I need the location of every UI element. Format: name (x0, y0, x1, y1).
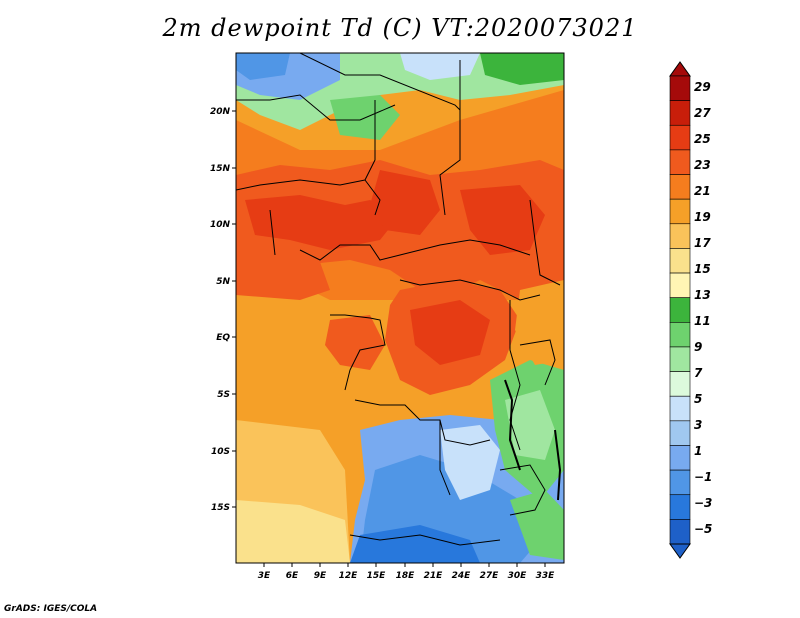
lon-label-18e: 18E (396, 571, 416, 581)
lon-label-27e: 27E (480, 571, 500, 581)
border-angola-north (354, 399, 491, 446)
field-band-25-west (245, 195, 400, 250)
border-nigeria-niger (236, 179, 366, 191)
colorbar-box (669, 100, 691, 126)
colorbar-box (669, 395, 691, 422)
colorbar-box (669, 174, 691, 200)
lat-label-10n: 10N (210, 220, 231, 230)
colorbar-box (669, 297, 691, 323)
field-band-25-congo (410, 300, 490, 365)
grads-credit: GrADS: IGES/COLA (4, 604, 98, 614)
field-band-25-sudan (460, 185, 545, 255)
lon-label-9e: 9E (314, 571, 327, 581)
colorbar-box (669, 149, 691, 175)
colorbar-box (669, 223, 691, 249)
field-band-5-south (440, 425, 500, 500)
colorbar-label-13: 13 (694, 288, 711, 302)
border-niger-north (236, 94, 396, 121)
colorbar-box (669, 445, 691, 471)
border-car-drc (399, 279, 541, 301)
colorbar-box (669, 371, 691, 397)
lon-label-24e: 24E (452, 571, 472, 581)
colorbar-box (669, 198, 691, 225)
colorbar-label-1: 1 (694, 444, 702, 458)
field-band-minus1-sahara (236, 53, 290, 80)
colorbar-label-17: 17 (694, 236, 711, 250)
colorbar-label-29: 29 (694, 80, 711, 94)
border-car-north (299, 239, 531, 261)
colorbar-label-7: 7 (694, 366, 703, 380)
field-band-23-guinea (236, 258, 330, 300)
colorbar-boxes (669, 75, 691, 545)
colorbar-box (669, 420, 691, 446)
field-band-13-sahara-east (480, 53, 564, 85)
colorbar-box (669, 469, 691, 496)
dewpoint-field (236, 53, 564, 563)
colorbar-box (669, 272, 691, 298)
border-benin (269, 209, 276, 256)
field-band-11-southeast (510, 490, 564, 560)
lon-label-21e: 21E (424, 571, 444, 581)
colorbar-box (669, 75, 691, 101)
border-malawi (499, 464, 546, 516)
map-frame (235, 52, 565, 564)
lon-label-6e: 6E (286, 571, 299, 581)
lat-label-5s: 5S (217, 390, 230, 400)
colorbar-box (669, 494, 691, 520)
lat-label-10s: 10S (211, 447, 230, 457)
colorbar-label-25: 25 (694, 132, 711, 146)
lon-label-12e: 12E (339, 571, 359, 581)
lon-label-30e: 30E (508, 571, 528, 581)
lat-label-15n: 15N (210, 164, 231, 174)
country-borders (236, 53, 562, 546)
colorbar-label-27: 27 (694, 106, 711, 120)
colorbar-label-23: 23 (694, 158, 711, 172)
lake-tanganyika (504, 379, 521, 471)
border-gabon-congo (330, 314, 386, 391)
colorbar-label-15: 15 (694, 262, 711, 276)
lat-label-eq: EQ (216, 333, 230, 343)
lat-ticks (232, 110, 236, 508)
colorbar-label-minus5: −5 (694, 522, 712, 536)
colorbar-label-9: 9 (694, 340, 702, 354)
border-uganda-kenya (519, 339, 556, 386)
colorbar-label-3: 3 (694, 418, 702, 432)
colorbar-label-21: 21 (694, 184, 711, 198)
lat-label-5n: 5N (216, 277, 230, 287)
colorbar-arrow-top (669, 61, 691, 77)
border-angola-zambia (439, 420, 451, 496)
field-band-15-ocean (236, 500, 350, 563)
map-title: 2m dewpoint Td (C) VT:2020073021 (162, 14, 638, 42)
lon-label-3e: 3E (258, 571, 271, 581)
border-drc-east (509, 300, 521, 451)
lon-ticks (263, 563, 546, 567)
colorbar-label-11: 11 (694, 314, 711, 328)
lat-label-15s: 15S (211, 503, 230, 513)
colorbar-box (669, 322, 691, 348)
lon-label-15e: 15E (367, 571, 387, 581)
border-algeria-libya (299, 53, 461, 111)
field-band-23-gabon (325, 315, 385, 370)
lon-label-33e: 33E (536, 571, 556, 581)
lat-label-20n: 20N (210, 107, 231, 117)
colorbar-box (669, 248, 691, 274)
colorbar-label-19: 19 (694, 210, 711, 224)
border-namibia (349, 534, 501, 546)
border-chad-sudan (439, 60, 461, 216)
field-band-minus3-south (350, 525, 480, 563)
colorbar-arrow-bottom (669, 543, 691, 559)
colorbar: 29 27 25 23 21 19 17 15 13 11 9 7 5 3 1 … (669, 61, 712, 559)
colorbar-box (669, 346, 691, 372)
lake-malawi (554, 429, 562, 501)
border-south-sudan-east (529, 199, 561, 286)
colorbar-box (669, 519, 691, 545)
colorbar-box (669, 124, 691, 151)
field-band-25-chad (370, 170, 440, 235)
colorbar-labels: 29 27 25 23 21 19 17 15 13 11 9 7 5 3 1 … (694, 80, 712, 536)
colorbar-label-minus1: −1 (694, 470, 712, 484)
colorbar-label-minus3: −3 (694, 496, 712, 510)
colorbar-label-5: 5 (694, 392, 702, 406)
